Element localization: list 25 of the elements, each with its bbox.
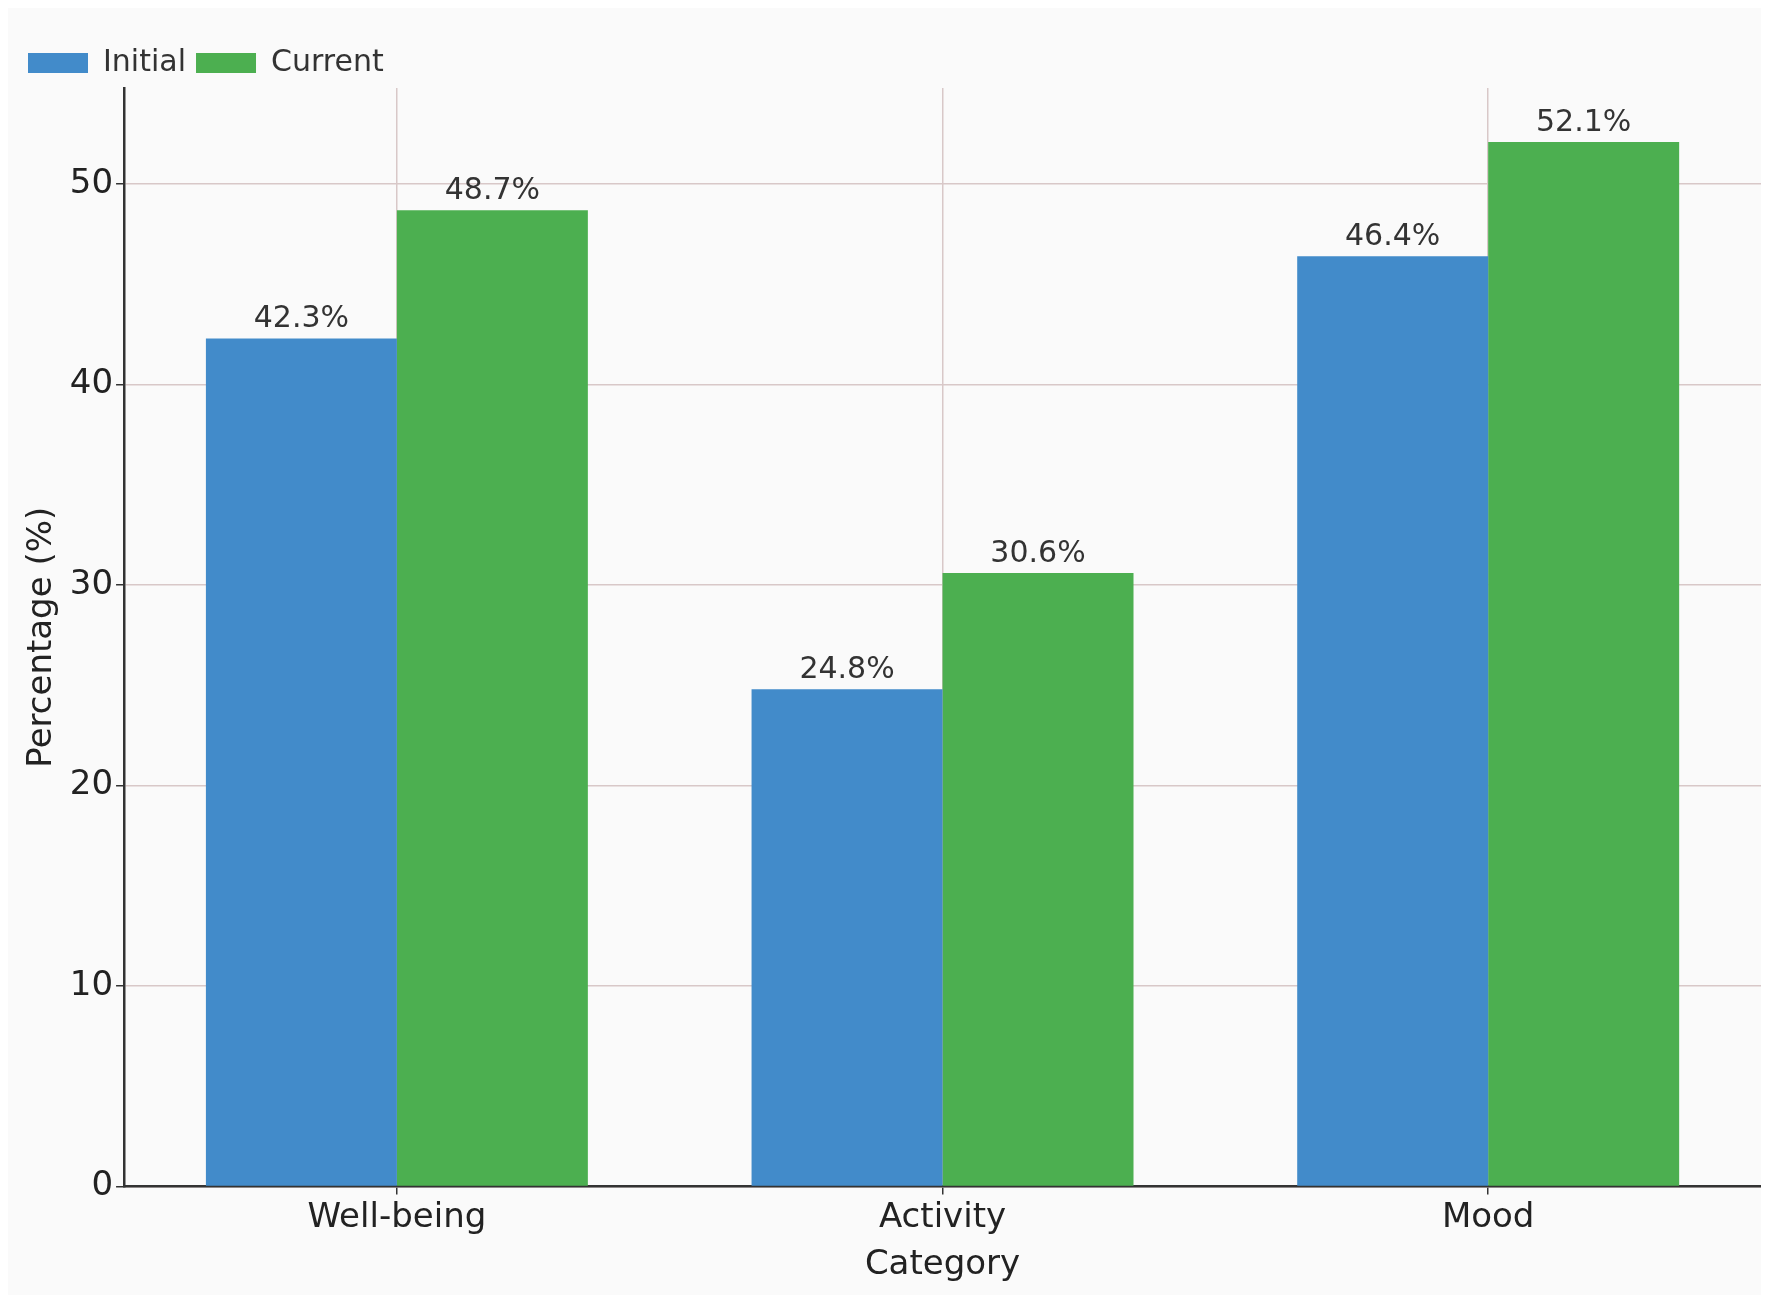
x-tick-label: Mood xyxy=(1441,1194,1535,1235)
y-tick-label: 0 xyxy=(91,1163,114,1204)
y-axis-title: Percentage (%) xyxy=(19,506,60,768)
bar xyxy=(751,689,943,1186)
x-axis-title: Category xyxy=(864,1242,1021,1283)
data-label: 42.3% xyxy=(253,299,350,335)
bar xyxy=(1297,256,1489,1186)
bar xyxy=(1488,142,1680,1186)
data-label: 46.4% xyxy=(1345,217,1441,253)
bar xyxy=(396,210,588,1186)
y-tick-label: 10 xyxy=(69,962,114,1003)
y-tick-label: 20 xyxy=(69,762,114,803)
bar xyxy=(942,573,1134,1186)
bar xyxy=(205,338,397,1186)
legend-label: Current xyxy=(271,42,384,78)
y-tick-label: 40 xyxy=(69,361,114,402)
legend-label: Initial xyxy=(103,42,187,78)
data-label: 48.7% xyxy=(444,171,541,207)
y-tick-label: 50 xyxy=(69,161,114,202)
data-label: 30.6% xyxy=(990,533,1086,569)
data-label: 52.1% xyxy=(1536,102,1632,138)
y-tick-label: 30 xyxy=(69,561,114,602)
x-tick-label: Well-being xyxy=(307,1194,487,1235)
data-label: 24.8% xyxy=(799,650,895,686)
x-tick-label: Activity xyxy=(878,1194,1007,1235)
